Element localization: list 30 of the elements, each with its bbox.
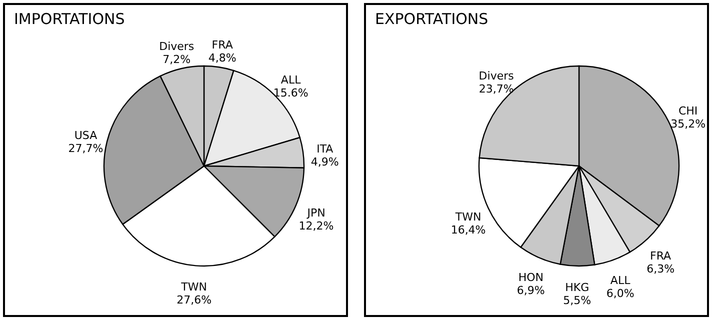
data-label: 5,5% <box>563 294 592 307</box>
data-label: 15.6% <box>273 86 308 100</box>
slice-label: HON <box>518 271 544 284</box>
slice-label: HKG <box>565 280 590 294</box>
data-label: 23,7% <box>478 82 514 96</box>
data-label: 4,8% <box>208 51 236 64</box>
chart-title: IMPORTATIONS <box>14 10 125 28</box>
slice-label: Divers <box>478 69 514 82</box>
slice-label: ALL <box>280 73 302 86</box>
data-label: 6,3% <box>646 262 675 276</box>
data-label: 4,9% <box>310 156 339 169</box>
slice-label: CHI <box>678 104 698 118</box>
slice-label: JPN <box>306 206 326 220</box>
slice-label: Divers <box>159 40 194 54</box>
slice-label: ALL <box>610 274 632 287</box>
slice-label: USA <box>74 129 98 142</box>
slice-label: TWN <box>454 210 482 224</box>
slice-label: ITA <box>316 142 334 156</box>
data-label: 6,9% <box>516 284 545 298</box>
slice-label: FRA <box>212 38 234 52</box>
data-label: 6,0% <box>606 286 634 300</box>
slice-label: FRA <box>650 250 672 263</box>
data-label: 27,6% <box>176 294 212 307</box>
data-label: 27,7% <box>68 142 104 156</box>
slice-label: TWN <box>180 280 207 294</box>
data-label: 35,2% <box>670 117 706 130</box>
data-label: 12,2% <box>298 220 334 233</box>
chart-title: EXPORTATIONS <box>375 10 488 28</box>
data-label: 7,2% <box>162 53 191 66</box>
data-label: 16,4% <box>450 223 486 236</box>
